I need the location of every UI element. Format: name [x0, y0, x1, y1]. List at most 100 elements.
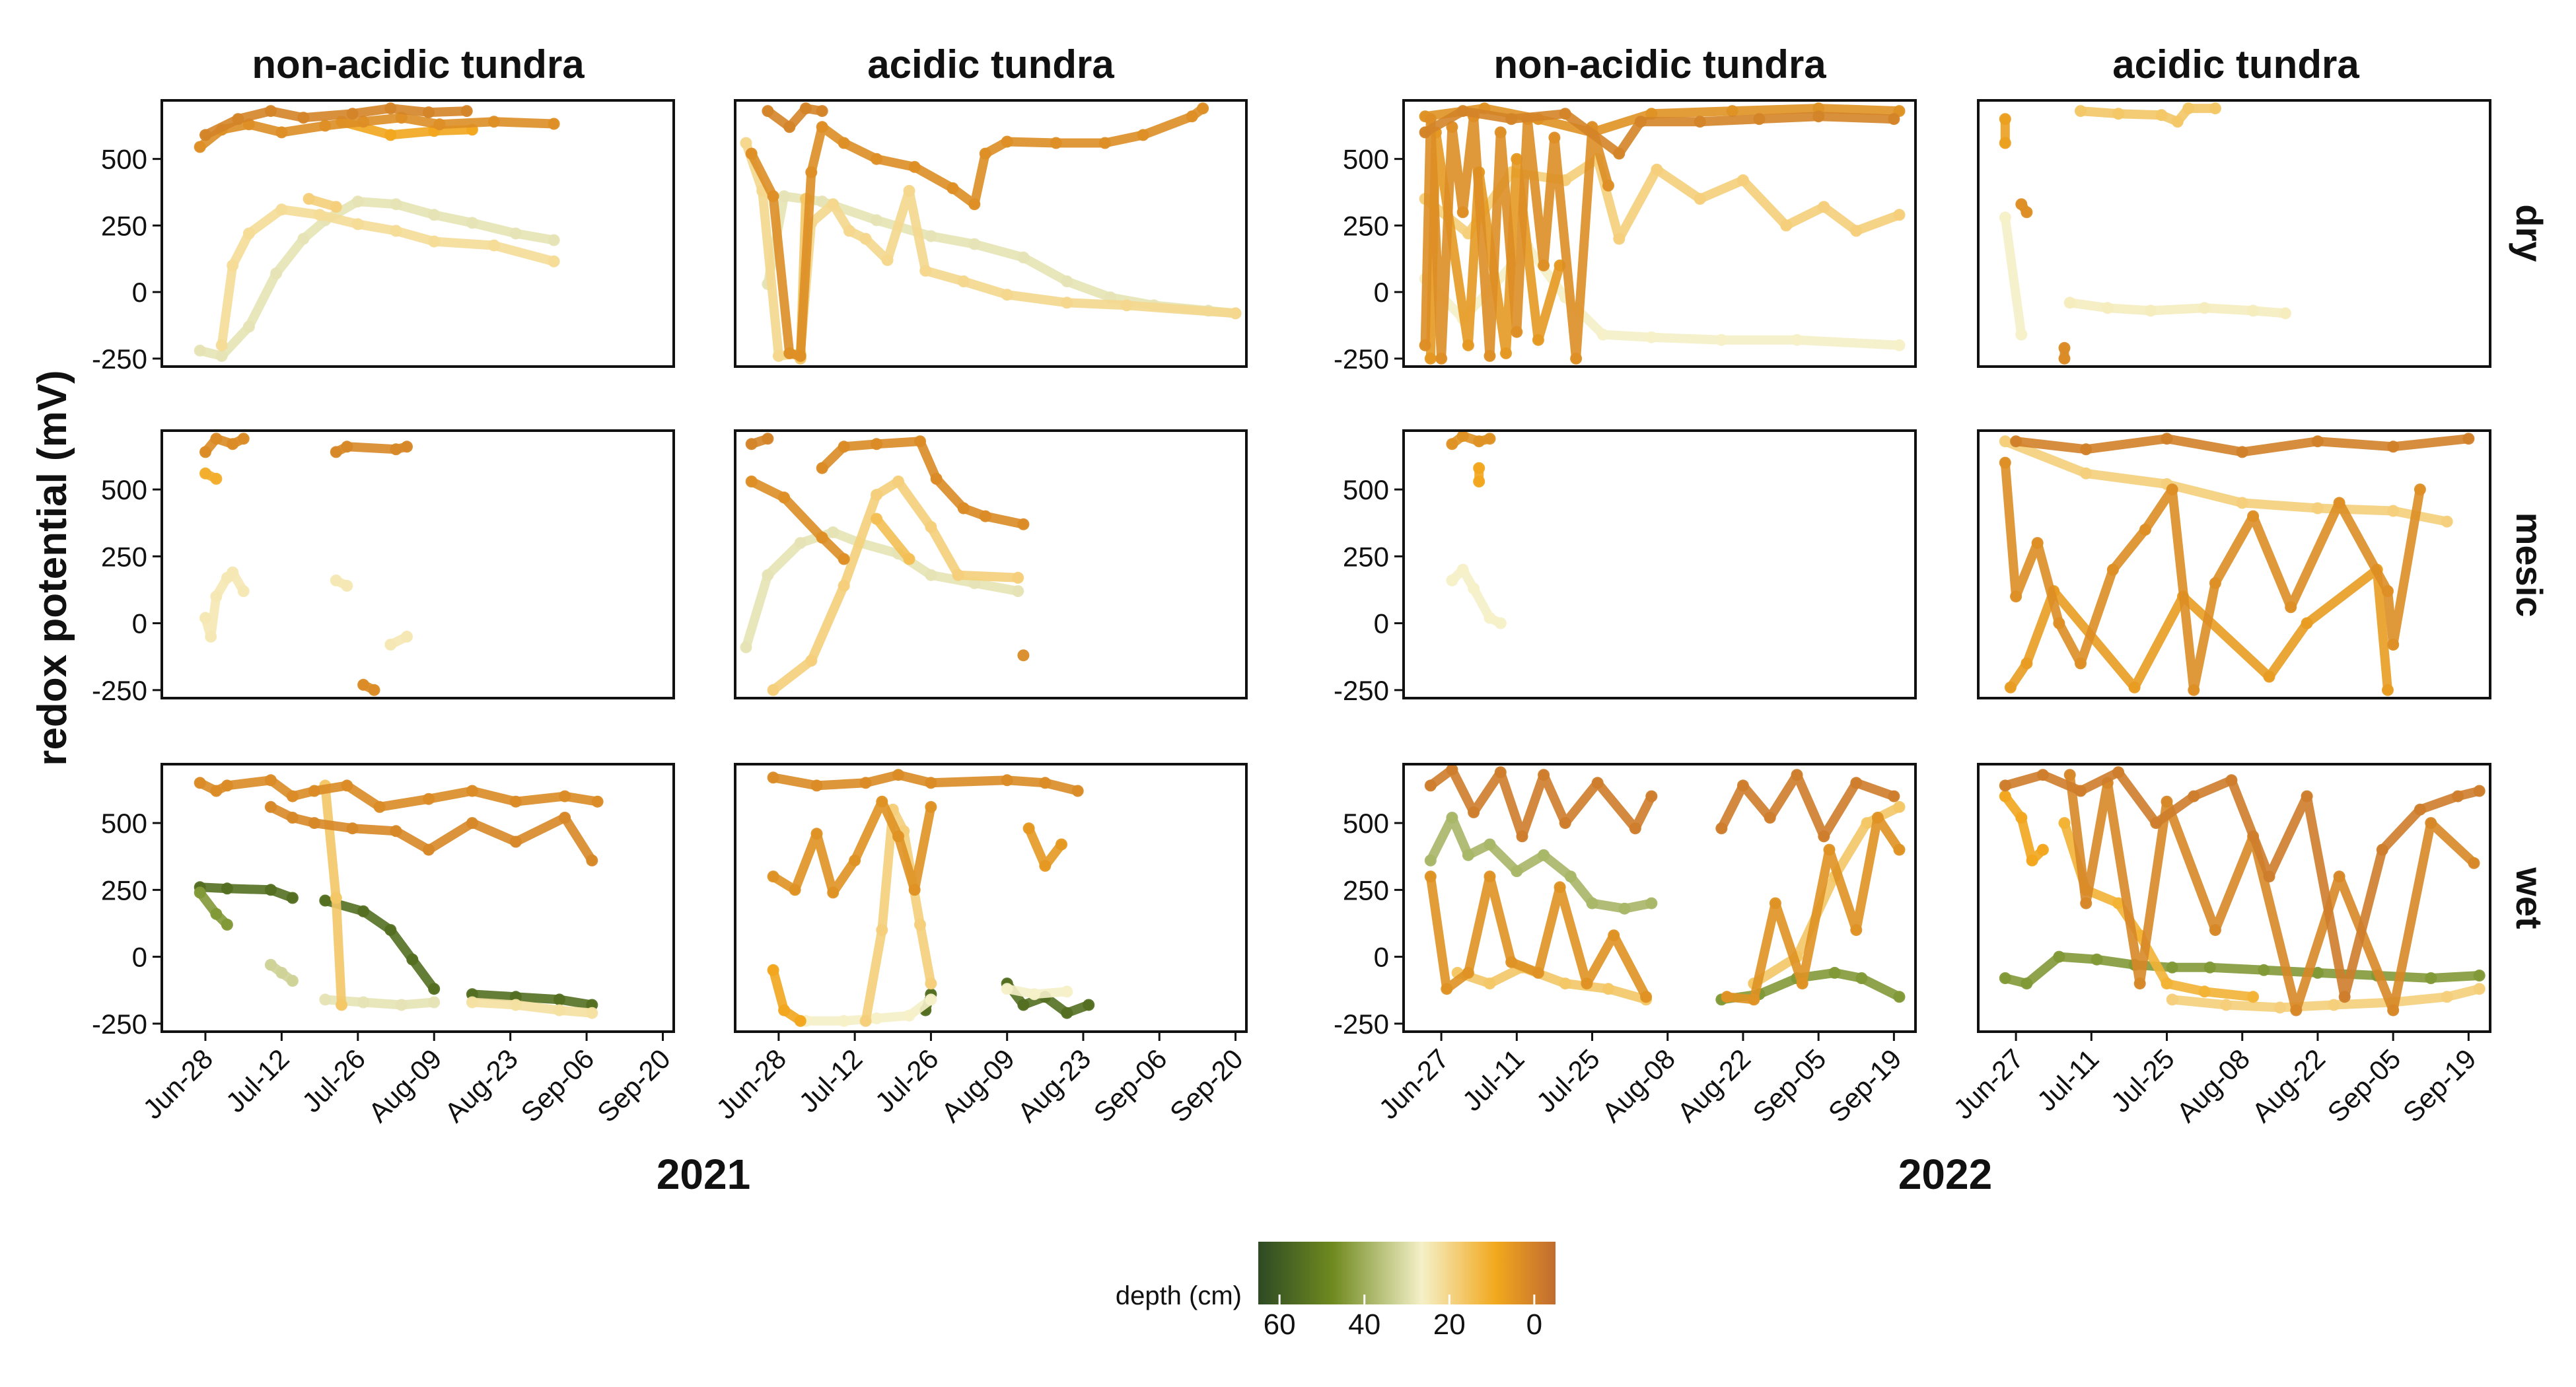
panel-2022-non-acidic-tundra-dry: -250 0 250 500 — [1334, 99, 1917, 374]
data-point — [1039, 777, 1052, 789]
data-point — [194, 777, 206, 789]
year-label-2022: 2022 — [1898, 1151, 1992, 1198]
data-point — [859, 1014, 872, 1027]
data-point — [914, 435, 926, 448]
data-point — [2080, 443, 2093, 456]
data-point — [1137, 129, 1149, 141]
data-point — [264, 774, 277, 787]
data-point — [2004, 681, 2017, 694]
panel-data — [194, 102, 560, 362]
data-point — [1999, 456, 2011, 469]
data-point — [487, 116, 500, 128]
data-point — [423, 843, 435, 856]
series-line-depth-26 — [467, 997, 597, 1018]
data-point — [1446, 574, 1458, 587]
data-point — [1818, 830, 1830, 843]
data-point — [1613, 147, 1626, 160]
data-point — [1456, 105, 1469, 118]
data-point — [1484, 433, 1496, 445]
data-point — [1083, 999, 1095, 1011]
data-point — [2198, 302, 2211, 314]
panel-frame — [1402, 99, 1917, 368]
series-line-depth-45 — [195, 888, 232, 929]
data-point — [509, 836, 522, 848]
data-point — [215, 339, 228, 351]
data-point — [1197, 102, 1209, 115]
data-point — [2220, 999, 2233, 1011]
data-point — [871, 214, 883, 227]
data-point — [762, 569, 774, 581]
data-point — [2333, 871, 2345, 883]
x-tick-label: Jul-12 — [793, 1043, 868, 1118]
data-point — [1871, 812, 1884, 824]
data-point — [357, 905, 370, 917]
x-tick-label: Jun-27 — [1947, 1043, 2029, 1125]
x-tick-label: Sep-19 — [2397, 1043, 2482, 1128]
series-line-depth-45 — [2000, 952, 2484, 989]
data-point — [1017, 999, 1030, 1011]
data-point — [794, 537, 806, 550]
data-point — [308, 785, 320, 797]
data-point — [2080, 897, 2093, 909]
data-point — [859, 232, 872, 245]
data-point — [1602, 180, 1614, 192]
data-point — [384, 639, 397, 651]
data-point — [1505, 113, 1518, 125]
series-line-depth-12 — [2000, 791, 2048, 865]
data-point — [892, 830, 904, 843]
data-point — [553, 993, 565, 1006]
data-point — [871, 1012, 883, 1024]
x-tick-label: Sep-06 — [515, 1043, 600, 1128]
data-point — [876, 924, 888, 937]
data-point — [1055, 838, 1067, 851]
x-tick-label: Jun-28 — [137, 1043, 219, 1125]
x-tick-label: Jul-25 — [2105, 1043, 2180, 1118]
panel-frame — [1977, 99, 2491, 368]
panel-frame — [161, 763, 675, 1033]
data-point — [827, 886, 840, 899]
series-line-depth-40 — [1425, 813, 1657, 913]
data-point — [2203, 961, 2216, 974]
data-point — [1494, 126, 1507, 139]
data-point — [772, 349, 785, 362]
data-point — [827, 198, 840, 211]
data-point — [2382, 684, 2394, 696]
row-label-dry: dry — [2509, 204, 2550, 262]
data-point — [1505, 956, 1518, 968]
data-point — [460, 105, 473, 118]
data-point — [805, 166, 818, 178]
data-point — [1500, 347, 1512, 359]
data-point — [548, 118, 560, 130]
data-point — [1694, 116, 1706, 128]
data-point — [1468, 583, 1480, 594]
data-point — [2452, 790, 2464, 802]
panel-2022-non-acidic-tundra-wet: -250 0 250 500 Jun-27 Jul-11 Jul-25Aug-08Aug-2… — [1334, 763, 1917, 1128]
data-point — [1999, 972, 2011, 984]
y-tick-label: 0 — [1374, 942, 1389, 973]
data-point — [406, 953, 419, 966]
data-point — [968, 238, 981, 250]
panel-data — [1419, 102, 1906, 365]
data-point — [428, 209, 441, 221]
data-point — [275, 126, 288, 139]
data-point — [1424, 779, 1437, 792]
data-point — [1893, 209, 1906, 221]
x-tick-label: Sep-20 — [1164, 1043, 1249, 1128]
data-point — [1736, 779, 1749, 792]
data-point — [264, 800, 277, 813]
data-point — [1462, 339, 1474, 351]
data-point — [745, 438, 758, 450]
data-point — [2188, 790, 2200, 802]
column-title-2021-acidic: acidic tundra — [867, 42, 1114, 87]
series-line-depth-20 — [2076, 104, 2220, 127]
data-point — [264, 884, 277, 896]
data-point — [2279, 307, 2291, 320]
panel-frame — [1977, 429, 2491, 699]
legend-ticks: 60 40 20 0 — [1264, 1295, 1542, 1341]
x-tick-label: Sep-20 — [591, 1043, 676, 1128]
data-point — [1753, 113, 1766, 125]
data-point — [957, 275, 970, 287]
data-point — [384, 924, 397, 937]
data-point — [1780, 219, 1793, 232]
data-point — [2263, 670, 2275, 683]
